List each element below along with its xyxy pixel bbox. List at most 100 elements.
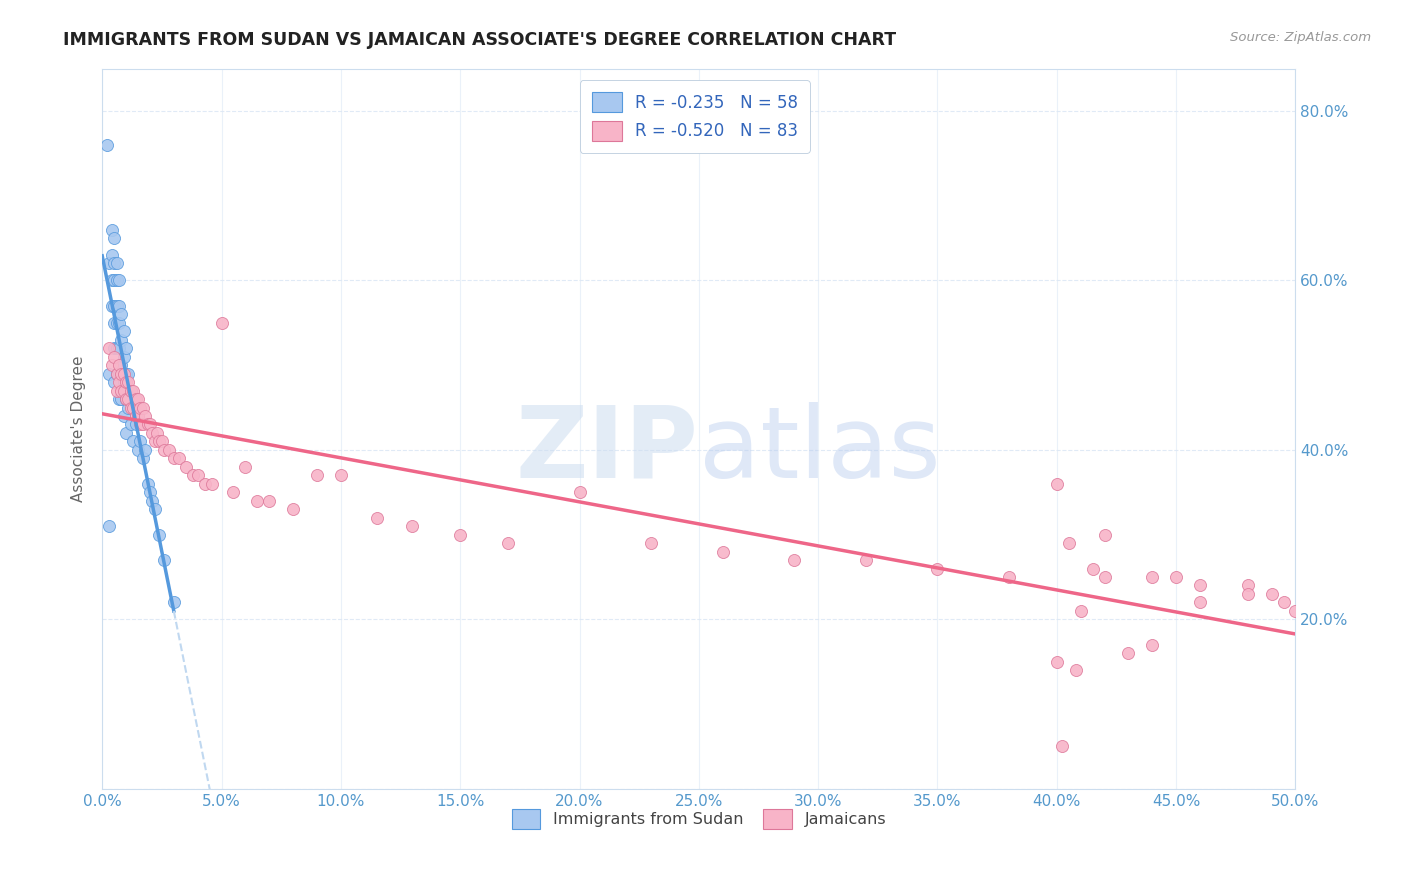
Point (153, 553, 176, 567)
Point (1064, 663, 1087, 677)
Text: Source: ZipAtlas.com: Source: ZipAtlas.com (1230, 31, 1371, 45)
Point (122, 401, 145, 415)
Point (568, 485, 591, 500)
Point (146, 425, 169, 440)
Point (103, 231, 125, 245)
Point (108, 341, 131, 355)
Point (305, 468, 328, 483)
Point (167, 451, 190, 466)
Point (150, 434, 173, 449)
Point (120, 417, 142, 432)
Point (281, 502, 304, 516)
Point (132, 417, 155, 432)
Point (1118, 646, 1140, 660)
Point (1188, 595, 1211, 609)
Point (115, 425, 138, 440)
Point (115, 341, 138, 355)
Point (1260, 587, 1282, 601)
Point (222, 485, 245, 500)
Point (108, 299, 131, 313)
Point (117, 392, 139, 406)
Point (108, 367, 131, 381)
Point (127, 442, 149, 457)
Point (640, 536, 662, 550)
Point (112, 324, 135, 338)
Point (129, 417, 152, 432)
Point (117, 401, 139, 415)
Point (1236, 578, 1258, 592)
Point (1094, 527, 1116, 541)
Point (117, 375, 139, 389)
Point (110, 392, 132, 406)
Point (100, 222, 122, 236)
Point (187, 468, 209, 483)
Point (100, 248, 122, 262)
Point (110, 333, 132, 347)
Point (108, 273, 131, 287)
Point (163, 595, 186, 609)
Point (124, 409, 146, 423)
Point (110, 384, 132, 398)
Point (1166, 570, 1188, 584)
Point (132, 401, 155, 415)
Point (124, 392, 146, 406)
Text: IMMIGRANTS FROM SUDAN VS JAMAICAN ASSOCIATE'S DEGREE CORRELATION CHART: IMMIGRANTS FROM SUDAN VS JAMAICAN ASSOCI… (63, 31, 897, 49)
Point (1142, 570, 1164, 584)
Point (98, 341, 121, 355)
Point (98, 256, 121, 270)
Point (100, 273, 122, 287)
Point (181, 468, 204, 483)
Point (120, 384, 142, 398)
Point (96, 137, 118, 152)
Point (115, 392, 138, 406)
Point (120, 384, 142, 398)
Point (1272, 595, 1295, 609)
Point (105, 256, 128, 270)
Point (108, 375, 131, 389)
Point (1188, 578, 1211, 592)
Point (139, 417, 162, 432)
Point (927, 561, 949, 575)
Point (100, 299, 122, 313)
Point (105, 299, 128, 313)
Point (103, 375, 125, 389)
Point (136, 476, 159, 491)
Point (211, 316, 233, 330)
Point (148, 527, 170, 541)
Point (124, 417, 146, 432)
Point (103, 256, 125, 270)
Point (127, 409, 149, 423)
Point (112, 375, 135, 389)
Point (122, 384, 145, 398)
Point (117, 367, 139, 381)
Point (103, 299, 125, 313)
Point (134, 409, 156, 423)
Point (143, 502, 166, 516)
Point (174, 459, 197, 474)
Point (127, 409, 149, 423)
Point (148, 434, 170, 449)
Point (1236, 587, 1258, 601)
Point (201, 476, 224, 491)
Point (98, 367, 121, 381)
Point (194, 476, 217, 491)
Point (122, 401, 145, 415)
Point (141, 425, 163, 440)
Point (115, 367, 138, 381)
Point (110, 358, 132, 372)
Point (366, 510, 388, 524)
Point (1046, 476, 1069, 491)
Point (783, 553, 806, 567)
Point (110, 367, 132, 381)
Point (108, 358, 131, 372)
Point (112, 350, 135, 364)
Point (103, 350, 125, 364)
Point (246, 493, 269, 508)
Point (1046, 655, 1069, 669)
Point (496, 536, 519, 550)
Point (108, 316, 131, 330)
Point (103, 316, 125, 330)
Point (1142, 638, 1164, 652)
Point (120, 401, 142, 415)
Point (122, 434, 145, 449)
